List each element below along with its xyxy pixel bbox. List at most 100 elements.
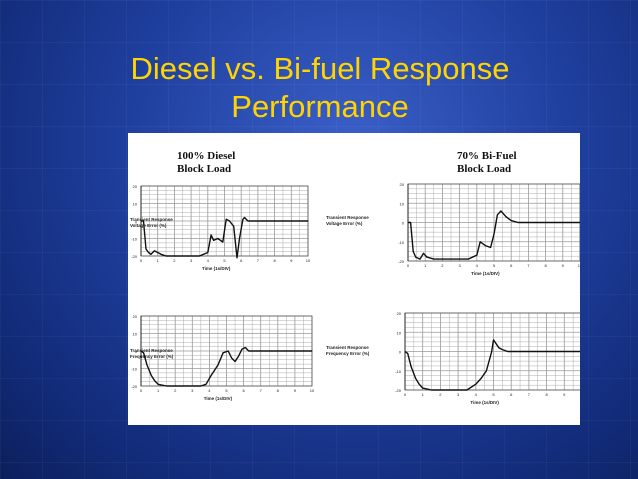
chart-3-data-point [244,347,246,348]
chart-3-data-point [200,385,202,387]
chart-4-data-point [418,383,420,385]
chart-3-data-point [227,350,229,352]
chart-3-data-point [237,355,239,357]
chart-4-data-point [431,389,433,391]
chart-3-y-tick-label: 0 [135,349,138,354]
chart-3-data-point [157,383,159,385]
chart-3-data-point [150,375,152,376]
chart-3-x-tick-label: 10 [310,388,315,393]
chart-3-y-tick-label: 20 [133,314,138,319]
chart-1-x-tick-label: 0 [140,258,143,263]
case-label-diesel-line2: Block Load [177,163,232,175]
chart-4-data-point [480,377,482,379]
chart-2-data-point [510,220,512,222]
chart-2-y-tick-label: 20 [400,182,405,187]
chart-4-x-tick-label: 0 [404,392,407,397]
chart-1-data-point [217,238,219,239]
chart-2-data-point [517,222,519,223]
chart-1-x-tick-label: 3 [190,258,193,263]
chart-1-data-point [198,255,200,257]
chart-1-data-point [236,257,238,259]
chart-4-y-axis-label-cont: Frequency Error (%) [326,351,370,356]
chart-1-y-axis-label: Transient Response [130,217,173,222]
chart-2-data-point [476,254,478,256]
chart-3-y-axis-label-cont: Frequency Error (%) [130,354,174,359]
chart-3-data-point [253,350,255,352]
chart-2-x-tick-label: 6 [510,263,513,268]
chart-4-data-point [407,352,409,354]
chart-3-data-point [210,375,212,376]
chart-1-data-point [210,234,212,236]
chart-1-data-point [247,220,249,222]
chart-1-data-point [157,252,159,253]
chart-4-x-tick-label: 8 [545,392,548,397]
chart-3-x-tick-label: 1 [157,388,160,393]
chart-2-y-axis-label: Transient Response [326,215,369,220]
chart-3-data-point [183,385,185,387]
chart-2-data-point [500,210,502,212]
chart-2-data-point [490,247,492,249]
chart-2-data-point [426,256,428,258]
chart-2-x-tick-label: 5 [493,263,496,268]
chart-4-data-point [448,389,450,391]
chart-1-data-point [242,218,244,220]
chart-4-y-tick-label: 20 [397,311,402,316]
chart-4-data-point [507,351,509,352]
chart-4-x-tick-label: 2 [439,392,442,397]
chart-4-data-point [498,347,500,349]
chart-2-data-point [412,250,414,252]
chart-1-x-tick-label: 1 [157,258,160,263]
chart-4-x-tick-label: 1 [422,392,425,397]
chart-3-x-tick-label: 2 [174,388,177,393]
chart-4-data-point [422,387,424,389]
chart-1-data-point [233,225,235,227]
chart-2-data-point [422,252,424,254]
chart-4-data-point [410,366,412,368]
chart-2-x-tick-label: 8 [544,263,547,268]
case-label-bifuel: 70% Bi-Fuel Block Load [457,150,517,176]
chart-3-data-point [166,385,168,387]
title-line-1: Diesel vs. Bi-fuel Response [130,51,510,86]
chart-4-data-point [501,349,503,351]
chart-4-y-axis-label: Transient Response [326,345,369,350]
chart-4-data-point [415,377,417,379]
chart-2-x-tick-label: 4 [476,263,479,268]
chart-1-y-tick-label: 0 [135,219,138,224]
chart-4-x-tick-label: 3 [457,392,460,397]
case-label-diesel: 100% Diesel Block Load [177,150,235,176]
chart-4-y-tick-label: 0 [399,350,402,355]
chart-2-data-point [433,258,435,260]
chart-3-data-point [143,352,145,354]
chart-2-data-point [545,222,547,223]
chart-1-data-point [182,255,184,257]
chart-1-data-point [140,220,142,222]
chart-1-data-point [148,252,150,253]
chart-2-data-point [484,245,486,247]
chart-1-data-point [244,217,246,218]
chart-3-x-tick-label: 0 [140,388,143,393]
chart-3-data-point [311,350,313,352]
chart-3-data-point [234,361,236,362]
chart-3-data-point [231,357,233,359]
chart-2-data-point [415,256,417,258]
chart-3-x-tick-label: 5 [225,388,228,393]
chart-4-data-point [528,351,530,352]
chart-3-y-axis-label: Transient Response [130,348,173,353]
chart-1-y-tick-label: 20 [133,184,138,189]
chart-4-y-tick-label: -10 [395,369,402,374]
chart-1-x-axis-label: Time (1s/DIV) [202,266,231,271]
chart-3-y-tick-label: -20 [131,384,138,389]
chart-1-y-tick-label: 10 [133,202,138,207]
chart-4-data-point [485,370,487,372]
chart-3-x-tick-label: 8 [277,388,280,393]
chart-4-data-point [491,351,493,352]
chart-2-data-point [410,222,412,223]
chart-2-data-point [527,222,529,223]
chart-4-data-point [546,351,548,352]
case-label-bifuel-line2: Block Load [457,163,512,175]
chart-3-y-tick-label: 10 [133,332,138,337]
chart-2-x-axis-label: Time (1s/DIV) [471,271,500,276]
chart-2-y-axis-label-cont: Voltage Error (%) [326,221,363,226]
chart-3-x-tick-label: 6 [242,388,245,393]
